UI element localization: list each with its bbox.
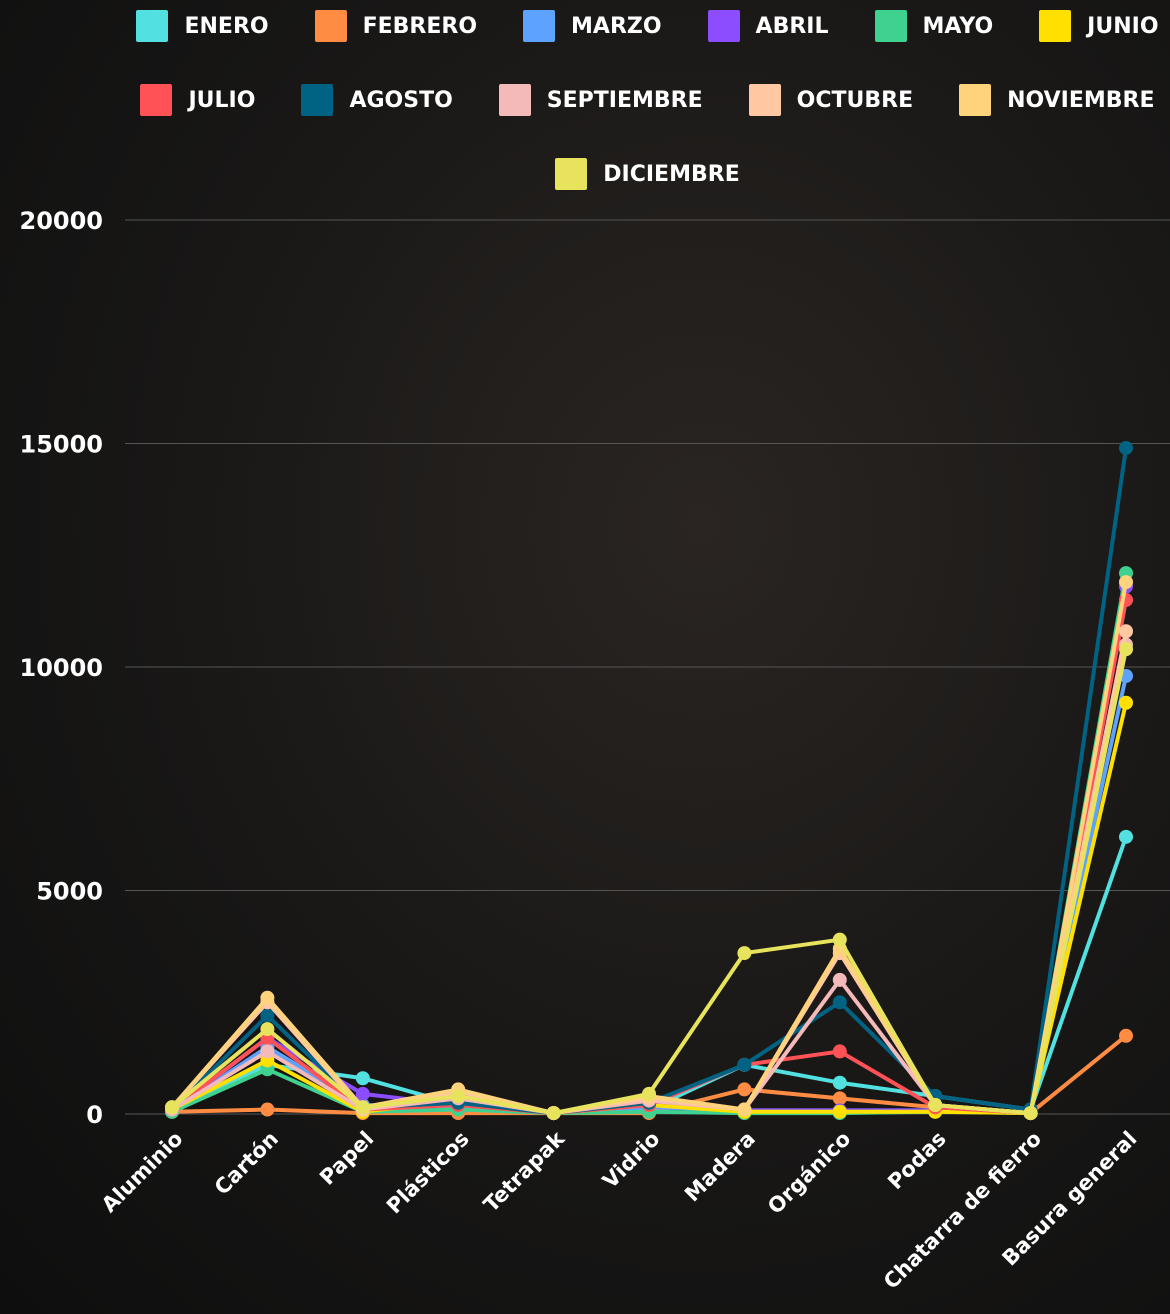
- legend-swatch: [314, 10, 347, 42]
- x-tick-label: Plásticos: [382, 1127, 474, 1219]
- legend-item[interactable]: ENERO: [136, 8, 269, 44]
- legend-swatch: [301, 84, 334, 116]
- legend-label: ENERO: [184, 13, 269, 39]
- data-point: [1023, 1106, 1038, 1121]
- series-line: [170, 644, 1128, 1116]
- legend-item[interactable]: JULIO: [140, 82, 255, 118]
- x-tick-label: Tetrapak: [479, 1126, 570, 1217]
- x-tick-label: Orgánico: [763, 1127, 855, 1219]
- series-line: [170, 447, 1128, 1116]
- data-point: [737, 946, 752, 961]
- data-point: [546, 1106, 561, 1121]
- x-tick-label: Papel: [315, 1127, 378, 1190]
- legend-item[interactable]: DICIEMBRE: [555, 156, 740, 192]
- data-point: [260, 1022, 275, 1037]
- legend-swatch: [555, 158, 588, 190]
- data-point: [1119, 575, 1133, 590]
- data-point: [1119, 1028, 1133, 1043]
- data-point: [355, 1100, 370, 1115]
- legend-item[interactable]: FEBRERO: [314, 8, 478, 44]
- legend-item[interactable]: ABRIL: [707, 8, 829, 44]
- data-point: [1119, 829, 1133, 844]
- data-point: [1119, 440, 1133, 455]
- data-point: [1119, 642, 1133, 657]
- data-point: [832, 1044, 847, 1059]
- data-point: [642, 1086, 656, 1101]
- data-point: [355, 1086, 370, 1101]
- legend-label: MARZO: [571, 13, 662, 39]
- data-point: [165, 1100, 179, 1115]
- legend-swatch: [498, 84, 531, 116]
- legend-label: OCTUBRE: [796, 87, 914, 113]
- data-point: [832, 995, 847, 1010]
- legend-label: NOVIEMBRE: [1007, 87, 1155, 113]
- legend-label: JULIO: [188, 87, 256, 113]
- y-tick-label: 20000: [20, 207, 104, 235]
- data-point: [260, 990, 275, 1005]
- legend-item[interactable]: NOVIEMBRE: [959, 82, 1155, 118]
- legend-item[interactable]: JUNIO: [1039, 8, 1159, 44]
- legend-item[interactable]: AGOSTO: [301, 82, 453, 118]
- data-point: [260, 1044, 275, 1059]
- data-point: [832, 972, 847, 987]
- series-line: [170, 581, 1128, 1116]
- legend-label: DICIEMBRE: [603, 161, 740, 187]
- data-point: [737, 1057, 752, 1072]
- x-tick-label: Cartón: [210, 1127, 283, 1200]
- data-point: [451, 1089, 466, 1104]
- series-line: [171, 572, 1128, 1116]
- x-tick-label: Chatarra de fierro: [879, 1127, 1046, 1294]
- y-tick-label: 10000: [20, 654, 104, 682]
- data-point: [737, 1082, 752, 1097]
- data-point: [260, 1008, 275, 1023]
- legend-swatch: [707, 10, 740, 42]
- data-point: [832, 1104, 847, 1119]
- legend-swatch: [959, 84, 992, 116]
- data-point: [832, 1091, 847, 1106]
- legend-swatch: [1039, 10, 1072, 42]
- series-line: [170, 630, 1128, 1116]
- x-tick-label: Aluminio: [97, 1127, 188, 1218]
- data-point: [260, 1102, 275, 1117]
- legend: ENERO FEBRERO MARZO ABRIL MAYO JUNIO JULIO AGOS…: [125, 8, 1170, 192]
- series-line: [170, 675, 1128, 1116]
- legend-item[interactable]: MARZO: [523, 8, 662, 44]
- data-point: [1119, 624, 1133, 639]
- data-point: [1119, 695, 1133, 710]
- legend-swatch: [140, 84, 173, 116]
- data-point: [832, 932, 847, 947]
- legend-label: SEPTIEMBRE: [546, 87, 703, 113]
- legend-label: ABRIL: [755, 13, 829, 39]
- y-tick-label: 0: [86, 1101, 103, 1129]
- y-tick-label: 15000: [20, 431, 104, 459]
- x-tick-label: Podas: [883, 1127, 951, 1195]
- series-line: [170, 599, 1128, 1116]
- x-tick-label: Vidrio: [598, 1127, 665, 1194]
- data-point: [737, 1102, 752, 1117]
- data-point: [355, 1071, 370, 1086]
- legend-item[interactable]: OCTUBRE: [748, 82, 914, 118]
- y-tick-label: 5000: [36, 878, 103, 906]
- legend-swatch: [874, 10, 907, 42]
- legend-swatch: [523, 10, 556, 42]
- legend-item[interactable]: MAYO: [874, 8, 994, 44]
- legend-swatch: [748, 84, 781, 116]
- legend-swatch: [136, 10, 169, 42]
- legend-label: MAYO: [922, 13, 994, 39]
- legend-label: FEBRERO: [362, 13, 478, 39]
- data-point: [832, 1075, 847, 1090]
- x-tick-label: Madera: [680, 1127, 760, 1207]
- series-line: [170, 648, 1128, 1116]
- series-line: [170, 586, 1128, 1116]
- legend-label: AGOSTO: [349, 87, 453, 113]
- legend-item[interactable]: SEPTIEMBRE: [498, 82, 703, 118]
- legend-label: JUNIO: [1087, 13, 1159, 39]
- data-point: [928, 1098, 943, 1113]
